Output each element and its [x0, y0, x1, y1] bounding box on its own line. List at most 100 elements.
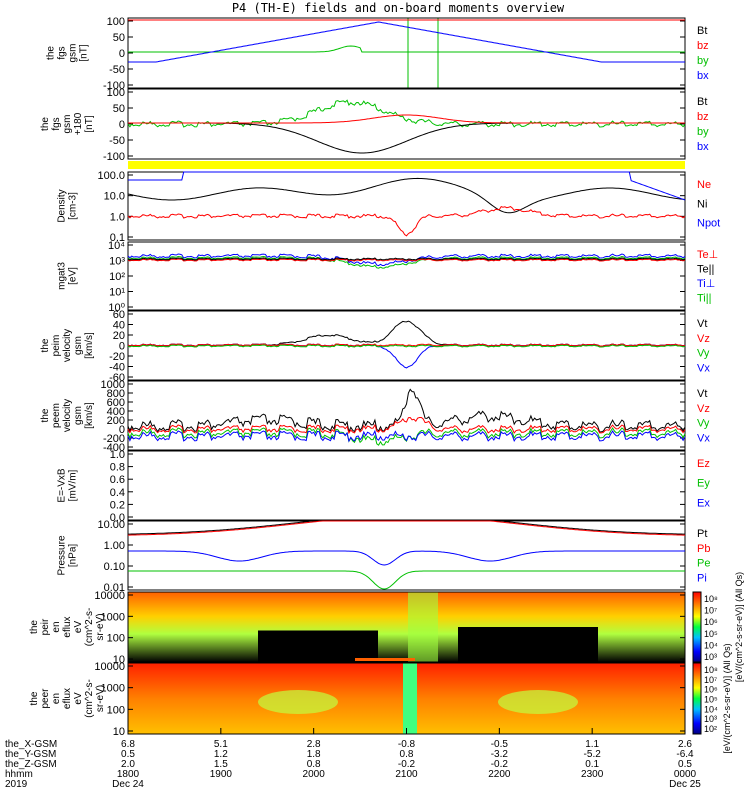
y-tick-label: 10² [109, 271, 125, 283]
y-tick-label: 0.4 [110, 487, 125, 499]
x-axis-row-label: the_Y-GSM [5, 749, 56, 760]
y-axis-label: velocity [62, 329, 73, 362]
y-tick-label: 600 [107, 397, 125, 409]
x-axis-value: 2300 [581, 769, 604, 780]
x-axis-value: 2000 [303, 769, 326, 780]
panel-10: 10000 1000 100 10 the peer en eflux eV (cm^2-s-sr… [29, 661, 686, 738]
y-tick-label: 100.0 [97, 170, 125, 182]
colorbar-tick-label: 10⁷ [704, 606, 717, 616]
x-axis-row-label: hhmm [5, 769, 33, 780]
x-axis-row-label: the_X-GSM [5, 739, 57, 750]
colorbar-tick-label: 10³ [704, 714, 717, 724]
x-axis-value: 0.8 [307, 759, 321, 770]
y-axis-label: peir [40, 618, 51, 635]
y-axis-label: [cm-3] [68, 192, 79, 220]
x-axis-value: 1.5 [214, 759, 228, 770]
panel-frame [127, 88, 686, 160]
y-tick-label: 800 [107, 388, 125, 400]
y-axis-label: [km/s] [84, 332, 95, 359]
x-axis-value: 1900 [210, 769, 233, 780]
x-axis-value: -0.2 [398, 759, 416, 770]
y-axis-label: the [40, 117, 51, 131]
y-axis-label: [nT] [79, 44, 90, 61]
y-axis-label: the [46, 46, 57, 60]
series-bx [128, 21, 685, 63]
legend-entry: Ti|| [697, 293, 711, 305]
colorbar-tick-label: 10⁴ [704, 704, 718, 714]
legend-entry: by [697, 55, 709, 67]
legend-entry: Pt [697, 528, 707, 540]
panel-4: 10⁴ 10³ 10² 10¹ 10⁰ mgat3 [eV] Te⊥ Te|| Ti⊥ Ti|| [57, 240, 719, 314]
y-tick-label: -100 [103, 80, 125, 92]
y-axis-label: mgat3 [57, 262, 68, 290]
series-vy [127, 427, 686, 446]
y-axis-label: [km/s] [84, 402, 95, 429]
y-tick-label: -100 [103, 151, 125, 163]
y-tick-label: -200 [103, 433, 125, 445]
y-tick-label: 0.10 [104, 561, 125, 573]
panel-3: 100.0 10.0 1.0 0.1 Density [cm-3] Ne Ni Npot [57, 170, 721, 244]
y-tick-label: 400 [107, 406, 125, 418]
y-axis-label: E=-VxB [57, 468, 68, 503]
panel-7: 1.00.80.60.40.20.0 E=-VxB [mV/m] Ez Ey Ex [57, 449, 711, 524]
legend-entry: bx [697, 141, 709, 153]
figure-title: P4 (TH-E) fields and on-board moments ov… [232, 1, 565, 15]
colorbar-tick-label: 10² [704, 724, 717, 734]
legend-entry: Te⊥ [697, 249, 718, 261]
legend-entry: Bt [697, 25, 707, 37]
ion-spectrogram-dark-region [258, 630, 378, 662]
legend-entry: Pe [697, 558, 710, 570]
y-axis-label: fgs [57, 46, 68, 59]
series-vt [127, 320, 686, 347]
y-tick-label: 100 [107, 633, 125, 645]
colorbar-tick-label: 10⁸ [704, 665, 718, 675]
x-axis-value: 0.1 [585, 759, 599, 770]
x-axis-row-label: the_Z-GSM [5, 759, 57, 770]
y-tick-label: 0.0 [110, 512, 125, 524]
series-ni [127, 177, 686, 214]
panel-frame [127, 380, 686, 451]
legend-entry: Vz [697, 403, 710, 415]
x-axis-value: 1800 [117, 769, 140, 780]
legend-entry: Vx [697, 362, 710, 374]
y-axis-label: [nPa] [68, 544, 79, 568]
x-axis-value: 1.8 [307, 749, 321, 760]
y-tick-label: 0 [119, 119, 125, 131]
panel-frame [127, 17, 686, 89]
series-ti-perp [127, 253, 686, 267]
colorbar-tick-label: 10⁶ [704, 617, 718, 627]
legend-entry: Vy [697, 348, 710, 360]
y-axis-label: (cm^2-s- [84, 679, 95, 718]
panel-8: 10.00 1.00 0.10 0.01 Pressure [nPa] Pt Pb Pe Pi [57, 519, 711, 594]
x-axis-value: 0000 [674, 769, 697, 780]
y-tick-label: 10 [113, 654, 125, 666]
series-vt [127, 388, 686, 434]
x-axis-value: 0.8 [400, 749, 414, 760]
legend-entry: Ti⊥ [697, 278, 715, 290]
y-axis-label: sr-eV) [95, 685, 106, 712]
legend-entry: bz [697, 111, 709, 123]
y-tick-label: 10.0 [104, 191, 125, 203]
electron-spectrogram-blob [258, 690, 338, 715]
y-axis-label: the [29, 620, 40, 634]
y-axis-label: peem [51, 403, 62, 428]
y-tick-label: -20 [109, 351, 125, 363]
y-tick-label: 1000 [101, 683, 125, 695]
panel-frame [127, 241, 686, 311]
y-tick-label: -400 [103, 442, 125, 454]
y-axis-label: sr-eV) [95, 613, 106, 640]
colorbar-tick-label: 10⁶ [704, 685, 718, 695]
y-axis-label: velocity [62, 399, 73, 432]
y-tick-label: 200 [107, 415, 125, 427]
legend-entry: Ez [697, 458, 710, 470]
legend-entry: Bt [697, 96, 707, 108]
legend-entry: Ni [697, 198, 707, 210]
y-axis-label: [eV] [68, 267, 79, 285]
series-pb [128, 520, 685, 536]
y-tick-label: 0 [119, 424, 125, 436]
y-tick-label: 10000 [94, 661, 125, 673]
y-axis-label: gsm [62, 115, 73, 134]
